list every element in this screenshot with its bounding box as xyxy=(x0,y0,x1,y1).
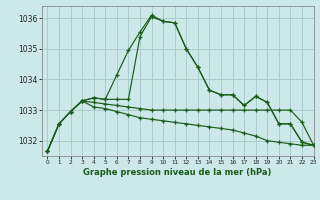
X-axis label: Graphe pression niveau de la mer (hPa): Graphe pression niveau de la mer (hPa) xyxy=(84,168,272,177)
